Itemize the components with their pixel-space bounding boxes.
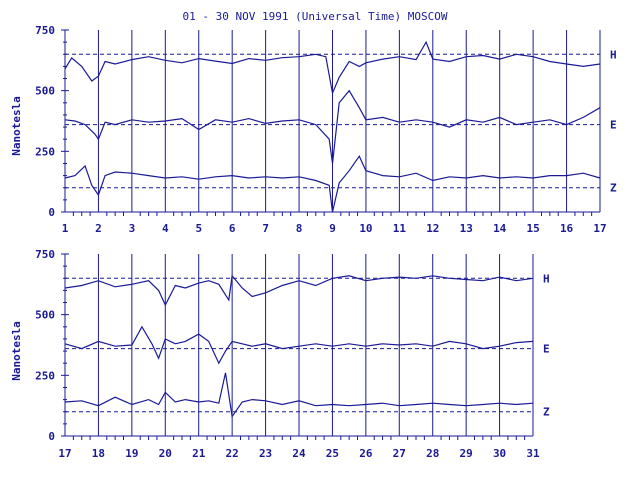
x-tick-label: 21 <box>192 447 206 460</box>
series-label-z: Z <box>610 182 617 195</box>
x-tick-label: 12 <box>426 222 439 235</box>
x-tick-label: 25 <box>326 447 339 460</box>
x-tick-label: 3 <box>129 222 136 235</box>
x-tick-label: 11 <box>393 222 407 235</box>
y-tick-label: 750 <box>35 248 55 261</box>
y-tick-label: 500 <box>35 309 55 322</box>
x-tick-label: 4 <box>162 222 169 235</box>
x-tick-label: 9 <box>329 222 336 235</box>
x-tick-label: 17 <box>58 447 71 460</box>
y-axis-label: Nanotesla <box>10 96 23 156</box>
series-label-e: E <box>610 119 617 132</box>
y-tick-label: 250 <box>35 369 55 382</box>
x-tick-label: 26 <box>359 447 373 460</box>
x-tick-label: 22 <box>226 447 239 460</box>
series-label-h: H <box>610 48 617 61</box>
series-h-line <box>64 40 601 96</box>
y-tick-label: 0 <box>48 206 55 219</box>
series-label-h: H <box>543 272 550 285</box>
x-tick-label: 15 <box>527 222 540 235</box>
y-tick-label: 500 <box>35 85 55 98</box>
x-tick-label: 10 <box>359 222 372 235</box>
chart-title: 01 - 30 NOV 1991 (Universal Time) MOSCOW <box>183 10 448 23</box>
x-tick-label: 28 <box>426 447 439 460</box>
x-tick-label: 19 <box>125 447 138 460</box>
x-tick-label: 31 <box>526 447 540 460</box>
x-tick-label: 29 <box>460 447 473 460</box>
x-tick-label: 18 <box>92 447 105 460</box>
series-h-line <box>64 274 534 307</box>
x-tick-label: 16 <box>560 222 574 235</box>
x-tick-label: 20 <box>159 447 172 460</box>
x-tick-label: 30 <box>493 447 506 460</box>
x-tick-label: 24 <box>292 447 306 460</box>
y-axis-label: Nanotesla <box>10 321 23 381</box>
panel-bottom: 0 250 500 750 17 18 19 20 21 22 23 24 25 26 27 28 29 30 31… <box>10 248 550 460</box>
x-tick-label: 5 <box>195 222 202 235</box>
y-tick-label: 0 <box>48 430 55 443</box>
y-tick-label: 250 <box>35 145 55 158</box>
x-tick-label: 1 <box>62 222 69 235</box>
x-tick-label: 27 <box>393 447 406 460</box>
series-z-line <box>64 372 534 419</box>
y-tick-label: 750 <box>35 24 55 37</box>
x-tick-label: 17 <box>593 222 606 235</box>
x-tick-label: 7 <box>262 222 269 235</box>
series-z-line <box>64 154 601 213</box>
series-label-e: E <box>543 343 550 356</box>
series-e-line <box>64 325 534 365</box>
x-tick-label: 8 <box>296 222 303 235</box>
x-tick-label: 2 <box>95 222 102 235</box>
series-e-line <box>64 89 601 164</box>
x-tick-label: 13 <box>460 222 473 235</box>
series-label-z: Z <box>543 406 550 419</box>
x-tick-label: 23 <box>259 447 272 460</box>
x-tick-label: 6 <box>229 222 236 235</box>
x-tick-label: 14 <box>493 222 507 235</box>
